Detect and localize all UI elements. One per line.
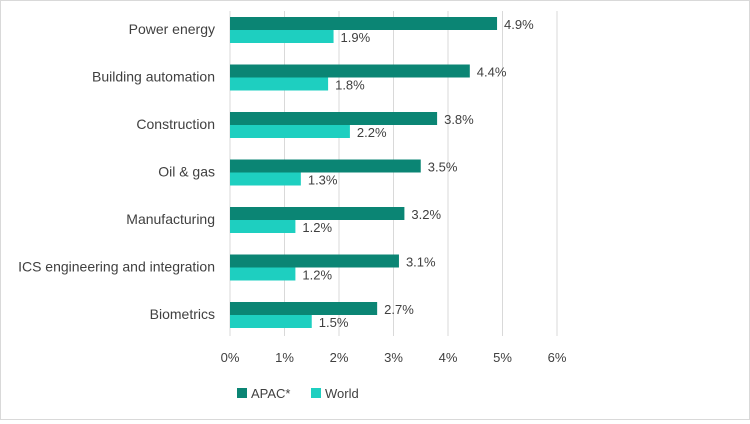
legend: APAC* World — [237, 386, 359, 401]
x-tick-label: 2% — [330, 350, 349, 365]
data-label: 1.2% — [302, 220, 332, 235]
x-tick-label: 5% — [493, 350, 512, 365]
legend-swatch — [237, 388, 247, 398]
bar-world — [230, 220, 296, 233]
category-label: Oil & gas — [158, 164, 215, 180]
bar-apac — [230, 112, 438, 125]
bar-apac — [230, 254, 399, 268]
category-label: ICS engineering and integration — [18, 259, 215, 275]
x-axis-ticks: 0% 1% 2% 3% 4% 5% 6% — [221, 350, 567, 365]
data-labels: 4.9% 1.9% 4.4% 1.8% 3.8% 2.2% 3.5% 1.3% 3.2% 1.2%… — [302, 17, 534, 330]
category-label: Construction — [136, 116, 215, 132]
data-label: 1.9% — [341, 30, 371, 45]
legend-label: APAC* — [251, 386, 291, 401]
bar-apac — [230, 302, 378, 315]
bar-world — [230, 125, 350, 138]
bar-world — [230, 30, 334, 43]
x-tick-label: 3% — [384, 350, 403, 365]
data-label: 1.8% — [335, 78, 365, 93]
bar-world — [230, 172, 301, 186]
bar-apac — [230, 159, 421, 173]
bar-world — [230, 77, 329, 91]
x-tick-label: 1% — [275, 350, 294, 365]
legend-swatch — [311, 388, 321, 398]
category-label: Power energy — [129, 21, 215, 37]
data-label: 2.2% — [357, 125, 387, 140]
legend-label: World — [325, 386, 359, 401]
bars — [230, 17, 498, 328]
data-label: 3.2% — [411, 207, 441, 222]
data-label: 3.1% — [406, 255, 436, 270]
data-label: 3.5% — [428, 160, 458, 175]
category-label: Manufacturing — [126, 211, 215, 227]
category-label: Building automation — [92, 69, 215, 85]
bar-world — [230, 315, 312, 328]
bar-apac — [230, 17, 498, 30]
data-label: 2.7% — [384, 302, 414, 317]
bar-apac — [230, 64, 470, 78]
category-labels: Power energy Building automation Construct… — [18, 21, 215, 322]
data-label: 4.4% — [477, 65, 507, 80]
data-label: 1.3% — [308, 173, 338, 188]
category-label: Biometrics — [150, 306, 215, 322]
x-tick-label: 6% — [548, 350, 567, 365]
data-label: 4.9% — [504, 17, 534, 32]
data-label: 1.2% — [302, 268, 332, 283]
bar-world — [230, 267, 296, 281]
x-tick-label: 4% — [439, 350, 458, 365]
bar-apac — [230, 207, 405, 220]
data-label: 1.5% — [319, 315, 349, 330]
x-tick-label: 0% — [221, 350, 240, 365]
data-label: 3.8% — [444, 112, 474, 127]
